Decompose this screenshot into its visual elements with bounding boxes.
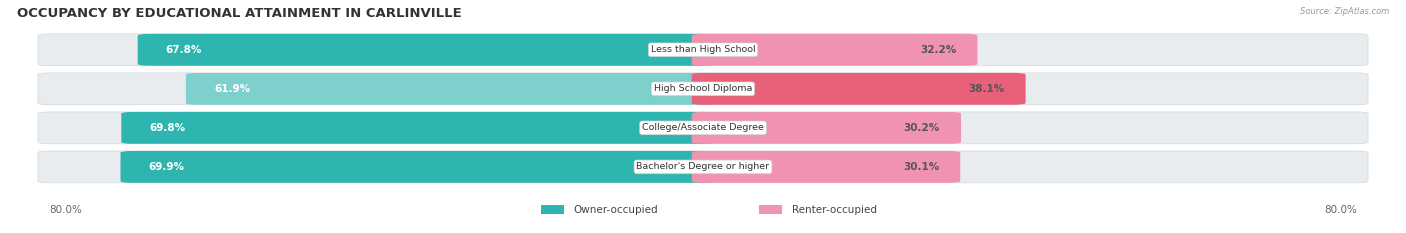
FancyBboxPatch shape — [38, 151, 1368, 183]
Text: Source: ZipAtlas.com: Source: ZipAtlas.com — [1299, 7, 1389, 16]
Text: Bachelor's Degree or higher: Bachelor's Degree or higher — [637, 162, 769, 171]
Text: 67.8%: 67.8% — [166, 45, 202, 55]
Text: 38.1%: 38.1% — [969, 84, 1004, 94]
Text: Less than High School: Less than High School — [651, 45, 755, 54]
Text: 30.1%: 30.1% — [903, 162, 939, 172]
Text: 69.8%: 69.8% — [149, 123, 186, 133]
FancyBboxPatch shape — [138, 34, 714, 66]
FancyBboxPatch shape — [692, 73, 1025, 105]
FancyBboxPatch shape — [541, 205, 564, 214]
Text: 80.0%: 80.0% — [49, 205, 82, 215]
FancyBboxPatch shape — [38, 34, 1368, 66]
FancyBboxPatch shape — [692, 112, 962, 144]
FancyBboxPatch shape — [692, 34, 977, 66]
FancyBboxPatch shape — [121, 151, 714, 183]
FancyBboxPatch shape — [38, 73, 1368, 105]
Text: Owner-occupied: Owner-occupied — [574, 205, 658, 215]
Text: College/Associate Degree: College/Associate Degree — [643, 123, 763, 132]
Text: Renter-occupied: Renter-occupied — [792, 205, 876, 215]
Text: 80.0%: 80.0% — [1324, 205, 1357, 215]
FancyBboxPatch shape — [186, 73, 714, 105]
Text: 69.9%: 69.9% — [149, 162, 184, 172]
Text: High School Diploma: High School Diploma — [654, 84, 752, 93]
FancyBboxPatch shape — [121, 112, 714, 144]
Text: 30.2%: 30.2% — [904, 123, 941, 133]
FancyBboxPatch shape — [38, 112, 1368, 144]
Text: OCCUPANCY BY EDUCATIONAL ATTAINMENT IN CARLINVILLE: OCCUPANCY BY EDUCATIONAL ATTAINMENT IN C… — [17, 7, 461, 20]
FancyBboxPatch shape — [759, 205, 782, 214]
Text: 61.9%: 61.9% — [214, 84, 250, 94]
FancyBboxPatch shape — [692, 151, 960, 183]
Text: 32.2%: 32.2% — [920, 45, 956, 55]
